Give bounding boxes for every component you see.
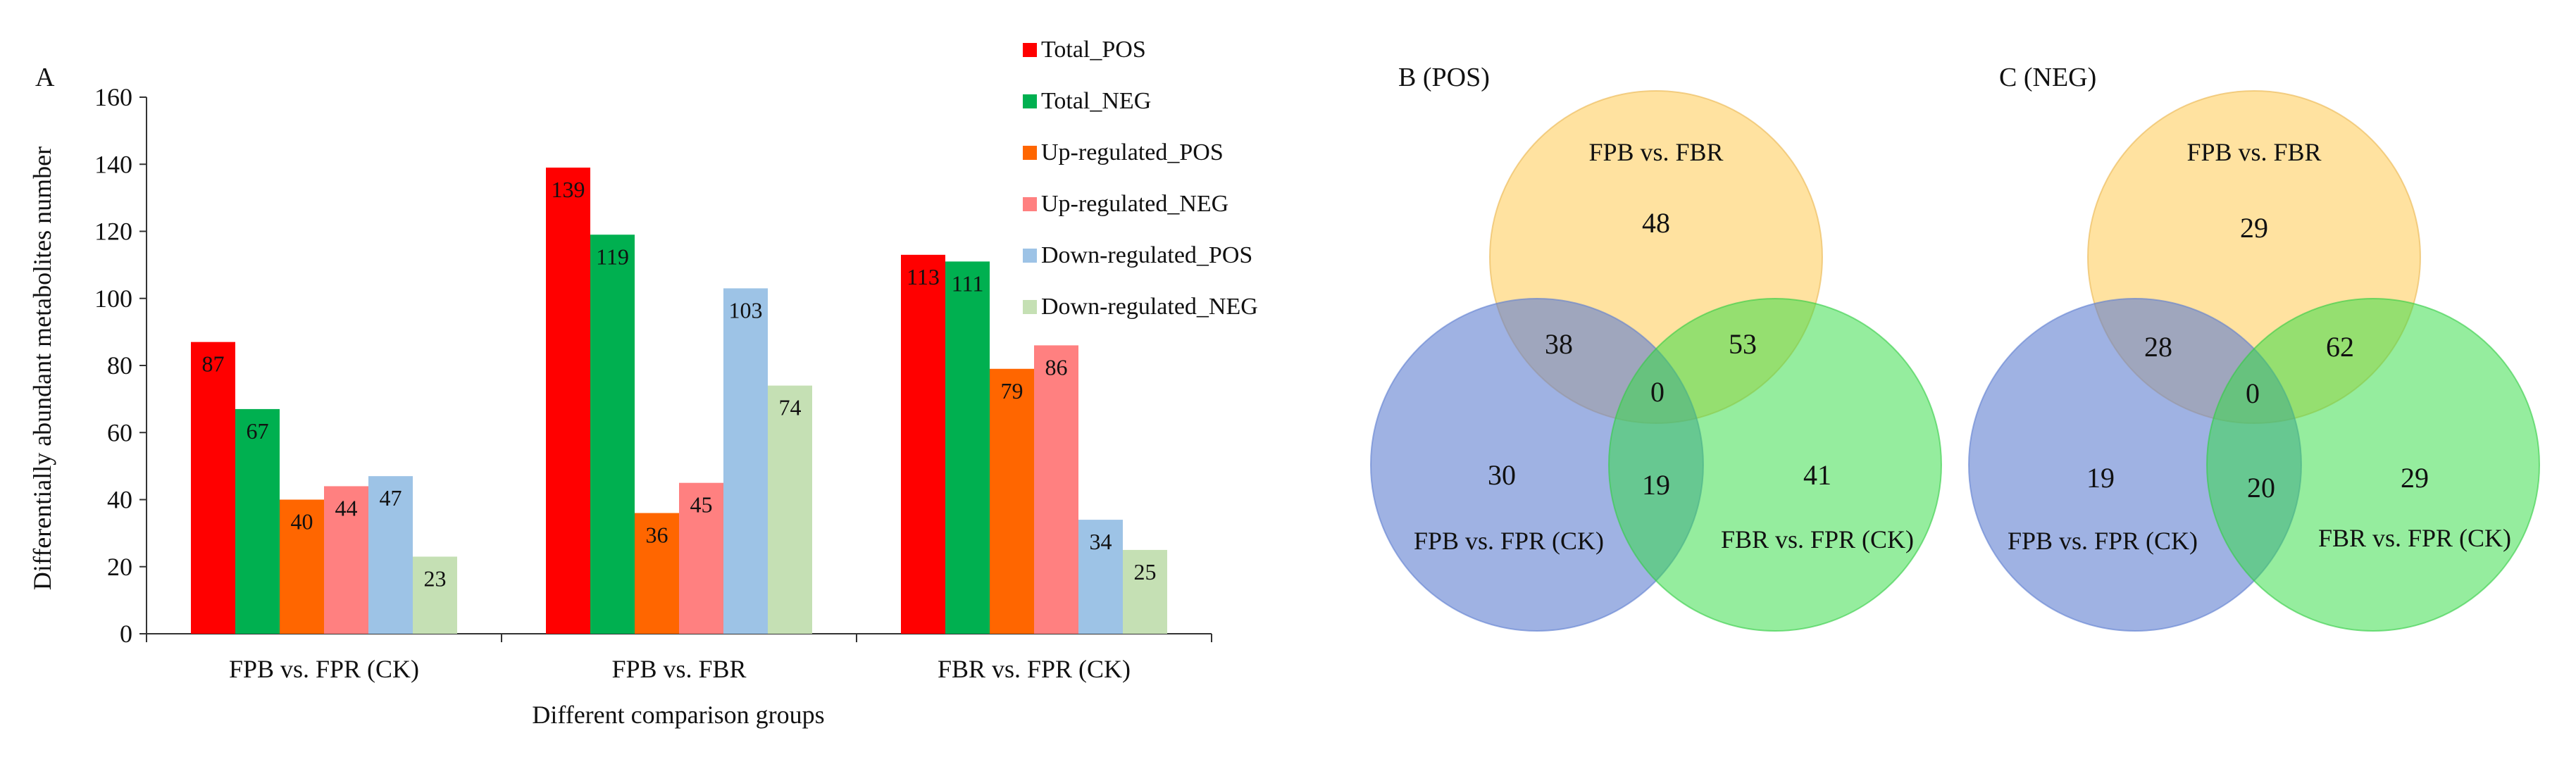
bar-value-label: 45: [690, 492, 713, 518]
bar-value-label: 40: [291, 509, 313, 534]
legend-swatch: [1023, 300, 1037, 314]
legend-swatch: [1023, 94, 1037, 108]
bar: [679, 482, 723, 634]
bar-value-label: 103: [729, 297, 763, 323]
legend-label: Down-regulated_NEG: [1041, 294, 1258, 320]
bar: [324, 486, 368, 634]
venn-b-count-top-right: 53: [1729, 328, 1757, 360]
y-tick-label: 20: [107, 553, 132, 581]
bar-value-label: 36: [646, 523, 668, 548]
venn-c-count-all: 0: [2246, 377, 2260, 409]
legend-swatch: [1023, 43, 1037, 57]
venn-c-count-right-only: 29: [2401, 462, 2429, 494]
venn-c-label-right: FBR vs. FPR (CK): [2318, 524, 2511, 552]
bar: [546, 168, 590, 634]
y-tick-label: 140: [94, 150, 132, 178]
bar-value-label: 44: [335, 495, 358, 520]
bar-value-label: 23: [424, 565, 447, 591]
bar-value-label: 25: [1134, 559, 1157, 584]
bar-value-label: 139: [552, 177, 585, 202]
venn-b-circle-right: [1608, 298, 1942, 632]
bar-value-label: 47: [380, 485, 402, 511]
bar-value-label: 111: [952, 270, 984, 296]
bar-value-label: 113: [907, 264, 940, 289]
bar: [191, 342, 235, 634]
legend-swatch: [1023, 249, 1037, 263]
x-tick-label: FPB vs. FPR (CK): [229, 655, 419, 683]
bar-value-label: 34: [1090, 529, 1112, 554]
legend-label: Up-regulated_NEG: [1041, 191, 1228, 217]
legend-label: Total_NEG: [1041, 88, 1151, 114]
venn-b-count-top-left: 38: [1545, 328, 1573, 360]
bar: [1034, 345, 1078, 634]
venn-c-count-top-right: 62: [2326, 331, 2354, 363]
venn-b-label-top: FPB vs. FBR: [1588, 138, 1723, 166]
y-axis-title: Differentially abundant metabolites numb…: [28, 146, 56, 590]
chart-legend: Total_POS Total_NEG Up-regulated_POS Up-reg…: [1023, 37, 1258, 320]
y-tick-label: 80: [107, 351, 132, 380]
legend-label: Up-regulated_POS: [1041, 139, 1224, 165]
y-tick-label: 0: [120, 620, 132, 648]
bar: [635, 513, 679, 634]
bar-chart-panel-a: A 0 20 40 60 80 100 120 140 160 FPB vs. FPR (CK)…: [28, 37, 1258, 729]
legend-swatch: [1023, 146, 1037, 160]
bar: [1078, 520, 1123, 634]
legend-label: Total_POS: [1041, 37, 1146, 63]
bar: [768, 385, 812, 634]
venn-b-count-left-right: 19: [1642, 469, 1670, 501]
bar: [590, 234, 635, 634]
venn-c-count-left-only: 19: [2086, 462, 2115, 494]
bar: [901, 254, 945, 634]
venn-panel-c: C (NEG) FPB vs. FBR FPB vs. FPR (CK) FBR…: [1968, 63, 2540, 632]
venn-b-count-all: 0: [1650, 376, 1665, 408]
venn-c-count-top-left: 28: [2144, 331, 2172, 363]
venn-b-count-left-only: 30: [1488, 459, 1516, 491]
legend-label: Down-regulated_POS: [1041, 242, 1252, 268]
bar: [1123, 549, 1167, 634]
y-axis: 0 20 40 60 80 100 120 140 160: [94, 83, 147, 648]
venn-c-count-top-only: 29: [2240, 212, 2268, 244]
bar: [368, 476, 413, 634]
legend-swatch: [1023, 197, 1037, 211]
bar-value-label: 119: [596, 244, 629, 269]
bar: [413, 556, 457, 634]
venn-c-label-left: FPB vs. FPR (CK): [2008, 527, 2198, 555]
x-axis-title: Different comparison groups: [532, 701, 824, 729]
venn-b-label-left: FPB vs. FPR (CK): [1414, 527, 1604, 555]
bar: [945, 261, 990, 634]
venn-b-count-right-only: 41: [1803, 459, 1831, 491]
bar-value-label: 67: [247, 418, 269, 444]
bar-value-label: 79: [1001, 378, 1023, 403]
bar-data-labels: 87 67 40 44 47 23 139 119 36 45 103 74 113 111 79 86 34 2…: [202, 177, 1157, 591]
y-tick-label: 100: [94, 284, 132, 313]
bar-series: [191, 168, 1167, 634]
panel-label-b: B (POS): [1398, 63, 1490, 92]
y-tick-label: 40: [107, 486, 132, 514]
panel-label-c: C (NEG): [1999, 63, 2096, 92]
venn-c-count-left-right: 20: [2247, 472, 2275, 503]
bar: [990, 368, 1034, 634]
y-tick-label: 160: [94, 83, 132, 111]
bar: [723, 288, 768, 634]
bar-value-label: 87: [202, 351, 225, 377]
bar: [235, 408, 280, 634]
venn-c-circle-right: [2206, 298, 2540, 632]
x-tick-label: FPB vs. FBR: [611, 655, 746, 683]
y-tick-label: 60: [107, 418, 132, 446]
venn-c-label-top: FPB vs. FBR: [2186, 138, 2321, 166]
bar-value-label: 86: [1045, 354, 1068, 380]
x-tick-label: FBR vs. FPR (CK): [938, 655, 1131, 683]
venn-b-label-right: FBR vs. FPR (CK): [1721, 525, 1914, 553]
bar-value-label: 74: [779, 395, 802, 420]
venn-b-count-top-only: 48: [1642, 207, 1670, 239]
y-tick-label: 120: [94, 218, 132, 246]
panel-label-a: A: [35, 63, 55, 92]
bar: [280, 499, 324, 634]
x-axis: FPB vs. FPR (CK) FPB vs. FBR FBR vs. FPR (…: [146, 633, 1212, 683]
venn-panel-b: B (POS) FPB vs. FBR FPB vs. FPR (CK) FBR…: [1370, 63, 1942, 632]
